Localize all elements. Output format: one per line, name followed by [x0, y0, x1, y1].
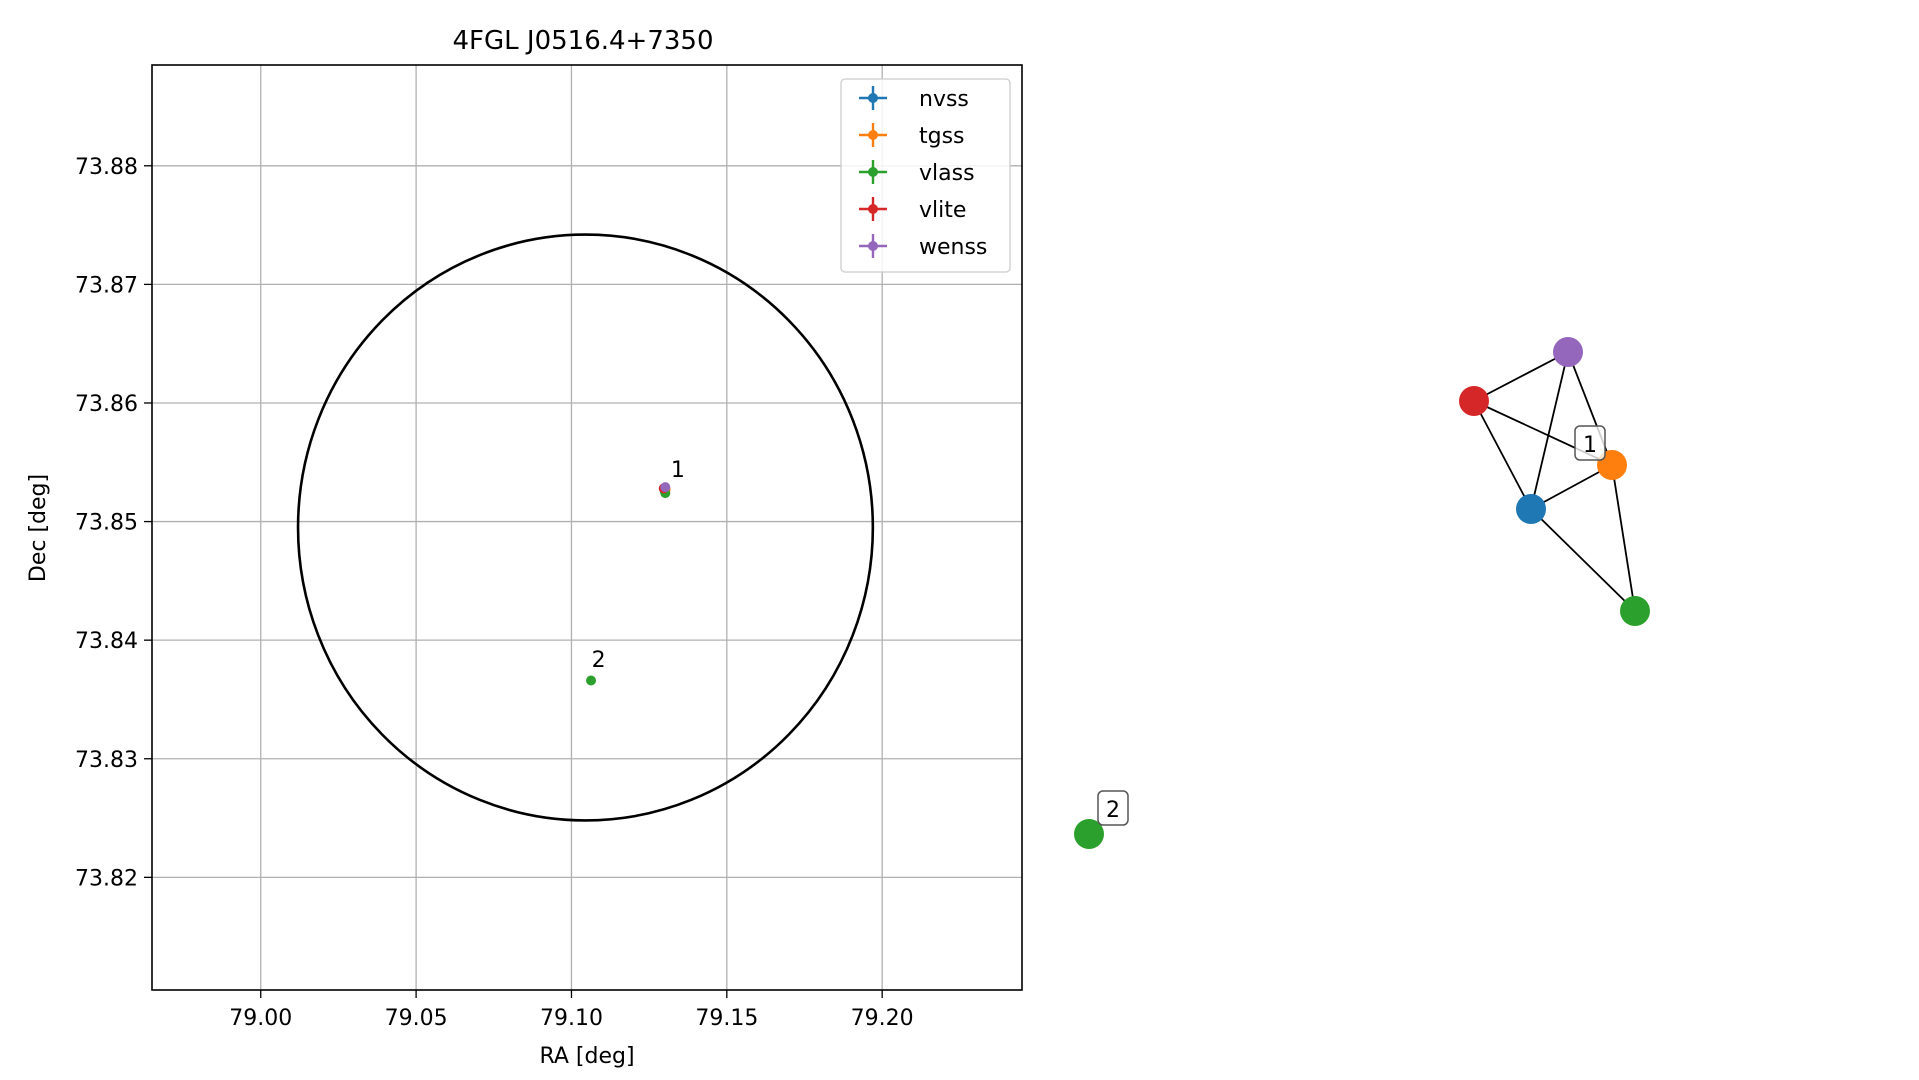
legend-entry-wenss: wenss [859, 234, 987, 260]
x-tick-label: 79.05 [385, 1006, 448, 1031]
network-panel: 12 [1074, 337, 1650, 849]
x-tick-label: 79.00 [229, 1006, 292, 1031]
network-edge [1611, 464, 1636, 612]
network-edge [1530, 351, 1569, 510]
network-node-nvss [1516, 494, 1546, 524]
data-points [586, 482, 671, 686]
grid [152, 65, 1022, 990]
network-edge [1530, 508, 1636, 612]
legend-entry-nvss: nvss [859, 86, 969, 112]
legend-marker-dot [868, 241, 878, 251]
network-node-vlass-2 [1074, 819, 1104, 849]
legend-marker-dot [868, 167, 878, 177]
y-tick-label: 73.83 [75, 748, 138, 773]
legend-marker-dot [868, 204, 878, 214]
network-edge [1473, 351, 1569, 402]
network-edges [1473, 351, 1636, 612]
y-tick-label: 73.88 [75, 155, 138, 180]
network-nodes [1074, 337, 1650, 849]
y-tick-label: 73.84 [75, 629, 138, 654]
y-tick-label: 73.86 [75, 392, 138, 417]
group-label-text: 2 [1106, 798, 1120, 823]
legend-entry-vlass: vlass [859, 160, 975, 186]
legend-entry-vlite: vlite [859, 197, 966, 223]
x-tick-label: 79.15 [695, 1006, 758, 1031]
legend-entry-tgss: tgss [859, 123, 965, 149]
legend-label: wenss [919, 235, 987, 260]
chart-title: 4FGL J0516.4+7350 [453, 26, 714, 56]
y-tick-label: 73.85 [75, 511, 138, 536]
x-axis-ticks: 79.00 79.05 79.10 79.15 79.20 [229, 990, 914, 1031]
legend-label: tgss [919, 124, 965, 149]
group-label-text: 1 [1583, 433, 1597, 458]
y-tick-label: 73.87 [75, 273, 138, 298]
y-tick-label: 73.82 [75, 866, 138, 891]
group-label-2: 2 [1097, 790, 1129, 826]
axes-frame [151, 64, 1023, 991]
localization-ellipse [296, 233, 875, 822]
legend-marker-dot [868, 130, 878, 140]
legend-label: vlite [919, 198, 966, 223]
y-axis-label: Dec [deg] [26, 474, 51, 582]
point-annotation: 2 [592, 648, 606, 673]
legend-box [840, 78, 1011, 273]
network-node-vlass-1 [1620, 596, 1650, 626]
legend-label: nvss [919, 87, 969, 112]
group-label-box [1097, 790, 1129, 826]
x-tick-label: 79.10 [540, 1006, 603, 1031]
legend-marker-dot [868, 93, 878, 103]
scatter-panel: 4FGL J0516.4+7350 12 79.00 79.05 79.10 79.1… [26, 26, 1023, 1069]
network-node-wenss [1553, 337, 1583, 367]
group-labels: 12 [1097, 425, 1606, 826]
network-node-vlite [1459, 386, 1489, 416]
data-point-vlass [586, 675, 597, 686]
legend: nvss tgss vlass vlite wenss [840, 78, 1011, 273]
x-tick-label: 79.20 [851, 1006, 914, 1031]
network-edge [1530, 464, 1613, 510]
y-axis-ticks: 73.82 73.83 73.84 73.85 73.86 73.87 73.88 [75, 155, 152, 891]
group-label-box [1574, 425, 1606, 461]
x-axis-label: RA [deg] [539, 1044, 634, 1069]
legend-label: vlass [919, 161, 975, 186]
point-annotations: 12 [592, 458, 685, 673]
group-label-1: 1 [1574, 425, 1606, 461]
point-annotation: 1 [671, 458, 685, 483]
error-ellipse-layer [296, 233, 875, 822]
network-edge [1473, 400, 1532, 510]
data-point-wenss [660, 482, 671, 493]
